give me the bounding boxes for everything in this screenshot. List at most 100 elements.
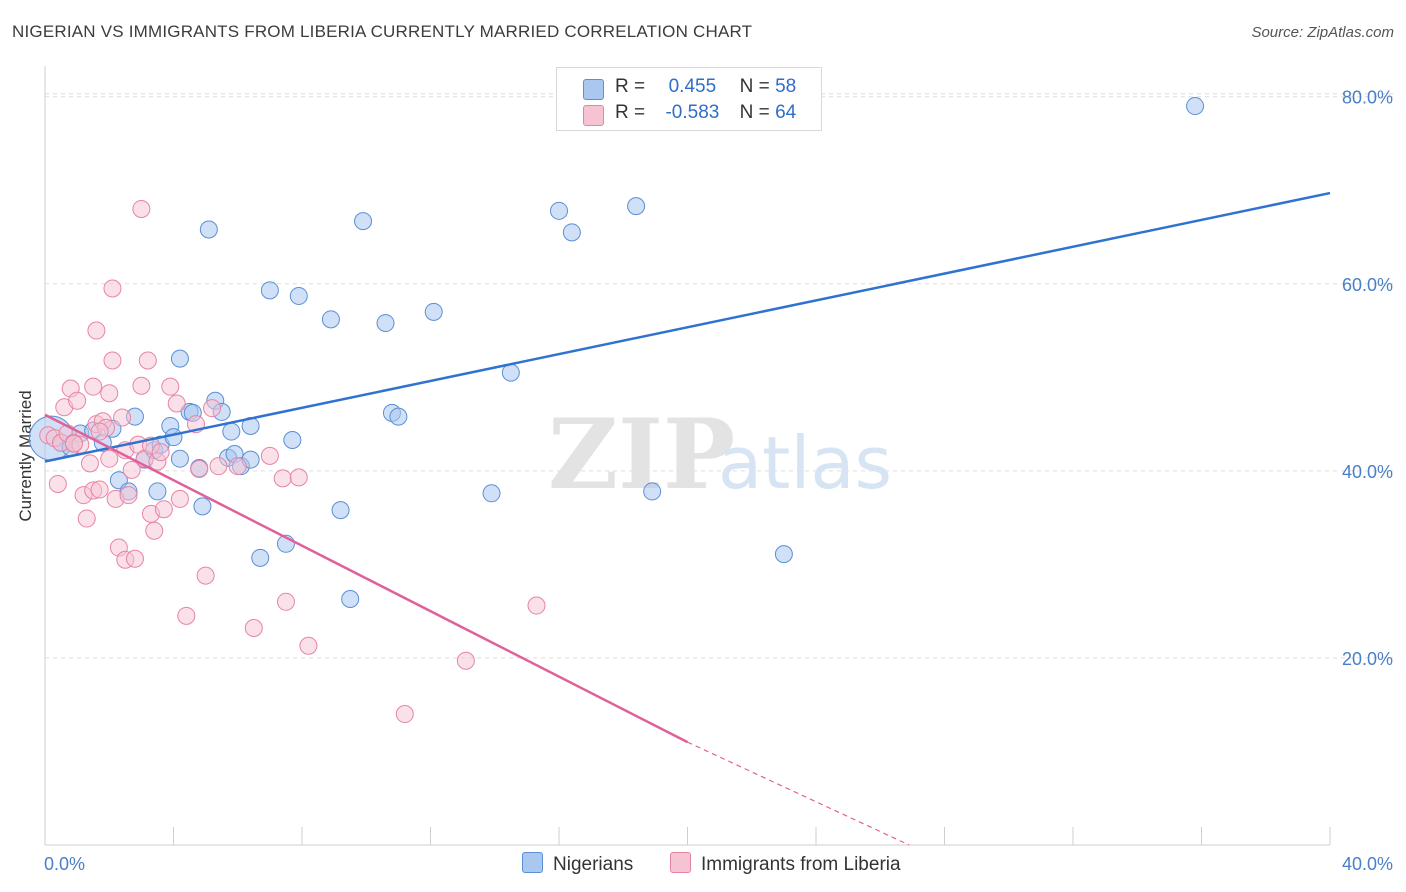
point-nigerians (354, 212, 373, 231)
trend-line-liberia-extension (687, 741, 910, 846)
point-nigerians (550, 201, 568, 220)
bottom-legend-swatch-liberia (670, 852, 691, 873)
y-tick-label: 40.0% (1342, 462, 1393, 482)
point-nigerians (283, 430, 302, 449)
bottom-legend-swatch-nigerians (522, 852, 543, 873)
point-liberia (113, 408, 132, 427)
point-liberia (203, 399, 222, 418)
legend-n-label: N = (739, 76, 770, 97)
point-nigerians (321, 310, 340, 329)
point-liberia (395, 705, 414, 724)
point-liberia (273, 469, 292, 488)
y-tick-label: 20.0% (1342, 649, 1393, 669)
point-liberia (244, 618, 263, 637)
point-liberia (84, 377, 103, 396)
bottom-legend-label-liberia: Immigrants from Liberia (701, 854, 901, 875)
point-liberia (145, 521, 164, 540)
point-nigerians (341, 589, 360, 608)
point-nigerians (774, 545, 793, 564)
data-points (28, 97, 1205, 724)
point-liberia (132, 376, 151, 395)
legend-r-label: R = (615, 102, 646, 123)
point-liberia (125, 549, 144, 568)
legend-n-value: 64 (775, 102, 797, 123)
point-nigerians (331, 501, 350, 520)
point-liberia (138, 351, 157, 370)
point-liberia (299, 636, 318, 655)
bottom-legend-nigerians: Nigerians (522, 852, 633, 876)
point-nigerians (222, 422, 241, 441)
point-nigerians (193, 497, 212, 516)
grid-lines (45, 93, 1393, 659)
chart-title: NIGERIAN VS IMMIGRANTS FROM LIBERIA CURR… (12, 22, 753, 41)
tick-labels: 20.0% 40.0% 60.0% 80.0% 0.0% 40.0% (44, 88, 1393, 874)
point-liberia (456, 651, 475, 670)
trend-line-nigerians (44, 191, 1331, 463)
point-liberia (100, 384, 119, 403)
point-liberia (77, 509, 96, 528)
watermark: ZIP atlas (548, 398, 892, 511)
point-nigerians (389, 407, 408, 426)
point-nigerians (251, 548, 270, 567)
x-tick-label: 40.0% (1342, 854, 1393, 874)
point-liberia (80, 454, 99, 473)
chart-source: Source: ZipAtlas.com (1251, 24, 1394, 41)
point-liberia (100, 449, 119, 468)
point-liberia (103, 351, 122, 370)
point-nigerians (424, 302, 443, 321)
point-liberia (276, 592, 295, 611)
point-liberia (151, 443, 170, 462)
y-tick-label: 80.0% (1342, 88, 1393, 108)
legend-swatch-liberia (583, 105, 604, 126)
point-nigerians (148, 482, 167, 501)
x-tick-label: 0.0% (44, 854, 85, 874)
point-liberia (87, 321, 106, 340)
point-liberia (119, 486, 138, 505)
point-liberia (154, 500, 173, 519)
point-nigerians (482, 484, 501, 503)
point-nigerians (1186, 97, 1205, 116)
point-liberia (161, 377, 180, 396)
legend-r-value: -0.583 (665, 102, 720, 123)
point-liberia (167, 394, 186, 413)
point-liberia (289, 468, 308, 487)
correlation-legend: R = 0.455 N = 58 R = -0.583 N = 64 (556, 67, 822, 131)
point-nigerians (164, 428, 183, 447)
point-liberia (64, 434, 83, 453)
point-liberia (68, 391, 87, 410)
point-nigerians (260, 281, 279, 300)
y-tick-label: 60.0% (1342, 275, 1393, 295)
legend-r-label: R = (615, 76, 646, 97)
point-liberia (48, 474, 67, 493)
watermark-atlas: atlas (718, 421, 892, 505)
point-liberia (90, 422, 109, 441)
legend-n-value: 58 (775, 76, 797, 97)
point-nigerians (376, 314, 395, 333)
point-nigerians (627, 197, 646, 216)
point-liberia (527, 596, 546, 615)
point-liberia (177, 606, 196, 625)
point-liberia (260, 446, 279, 465)
legend-swatch-nigerians (583, 79, 604, 100)
point-liberia (122, 460, 141, 479)
legend-r-value: 0.455 (668, 76, 717, 97)
point-liberia (170, 489, 189, 508)
legend-n-label: N = (739, 102, 770, 123)
point-nigerians (199, 220, 218, 239)
point-nigerians (643, 482, 662, 501)
watermark-zip: ZIP (548, 398, 735, 511)
point-nigerians (562, 223, 581, 242)
point-liberia (132, 199, 151, 218)
point-nigerians (289, 286, 308, 305)
bottom-legend-liberia: Immigrants from Liberia (670, 852, 901, 876)
bottom-legend-label-nigerians: Nigerians (553, 854, 634, 875)
trend-lines (44, 191, 1331, 846)
point-liberia (228, 457, 247, 476)
point-liberia (90, 480, 109, 499)
point-liberia (209, 457, 228, 476)
trend-line-liberia (44, 413, 689, 744)
point-nigerians (170, 349, 189, 368)
point-liberia (196, 566, 215, 585)
point-liberia (103, 279, 122, 298)
